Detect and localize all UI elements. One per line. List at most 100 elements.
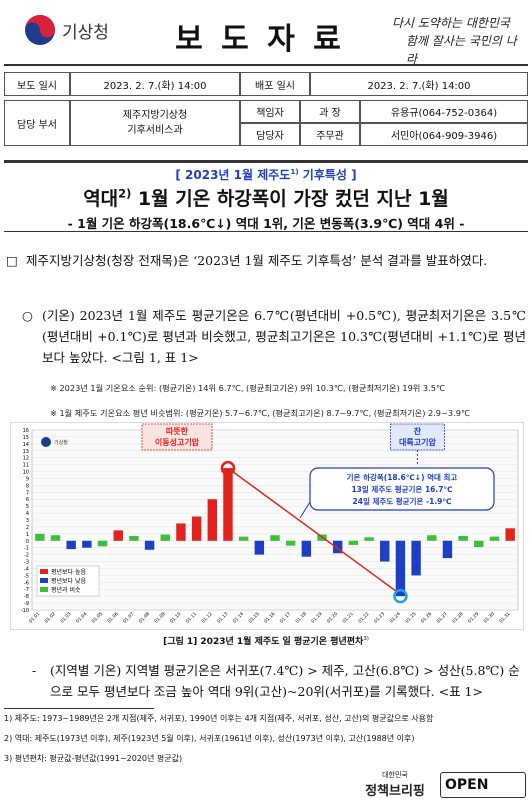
bar — [333, 540, 343, 554]
arrow — [231, 470, 398, 593]
slogan-line: 함께 잘사는 국민의 나라 — [406, 34, 517, 66]
y-tick-label: 4 — [26, 511, 29, 517]
callout-text: 기온 하강폭(18.6℃↓) 역대 최고 — [347, 472, 458, 482]
value-cell: 유용규(064-752-0364) — [360, 100, 528, 123]
bar — [66, 540, 76, 550]
footnote-ref: 2) — [118, 186, 132, 201]
bar — [395, 540, 406, 597]
bar — [50, 535, 61, 541]
callout-text: 24일 제주도 평균기온 -1.9℃ — [353, 496, 452, 506]
y-tick-label: 11 — [23, 463, 29, 469]
bar — [427, 535, 437, 541]
y-tick-label: 5 — [26, 504, 29, 510]
legend-label: 평년보다 높음 — [51, 568, 87, 576]
y-tick-label: 14 — [23, 442, 29, 448]
annotation-box — [141, 423, 213, 451]
agency-name: 기상청 — [62, 23, 109, 43]
bar — [364, 537, 374, 541]
paragraph: 제주지방기상청(청장 전재목)은 ‘2023년 1월 제주도 기후특성’ 분석 … — [26, 253, 488, 268]
paragraph: (기온) 2023년 1월 제주도 평균기온은 6.7℃(평년대비 +0.5℃)… — [42, 308, 526, 365]
bar — [207, 499, 217, 541]
headline-box: [ 2023년 1월 제주도1) 기후특성 ] 역대2) 1월 기온 하강폭이 … — [4, 160, 528, 232]
bar — [238, 536, 249, 541]
highlight-circle — [393, 588, 408, 604]
y-tick-label: -4 — [24, 566, 29, 572]
footnote-ref: 1) — [290, 167, 299, 176]
note: ※ 2023년 1월 기온요소 순위: (평균기온) 14위 6.7℃, (평균… — [50, 383, 446, 393]
bar — [285, 540, 296, 546]
bar — [458, 535, 468, 541]
bar — [301, 540, 312, 557]
bar — [223, 468, 233, 541]
legend-label: 평년과 비슷 — [51, 586, 81, 594]
headline-subtitle: - 1월 기온 하강폭(18.6℃↓) 역대 1위, 기온 변동폭(3.9℃) … — [67, 216, 465, 231]
bar — [254, 540, 265, 555]
dept-line: 기후서비스과 — [127, 125, 183, 136]
value-cell: 주무관 — [300, 123, 360, 146]
y-tick-label: 2 — [26, 525, 29, 531]
y-tick-label: -10 — [21, 608, 29, 614]
bar — [35, 533, 45, 541]
bar — [160, 534, 170, 541]
value-cell: 2023. 2. 7.(화) 14:00 — [70, 72, 240, 96]
footnote: 3) 평년편차: 평균값-평년값(1991~2020년 평균값) — [4, 754, 183, 763]
y-tick-label: 3 — [26, 518, 29, 524]
bar — [442, 540, 453, 559]
value-cell: 제주지방기상청 기후서비스과 — [70, 100, 240, 146]
bullet: ○ — [22, 308, 33, 323]
doc-title: 보 도 자 료 — [175, 22, 345, 57]
annotation-text: 따뜻한 — [166, 426, 189, 436]
value-cell: 서민아(064-909-3946) — [360, 123, 528, 146]
y-tick-label: 13 — [23, 449, 29, 455]
value-cell: 2023. 2. 7.(화) 14:00 — [310, 72, 528, 96]
headline-title: 역대2) 1월 기온 하강폭이 가장 컸던 지난 1월 — [4, 184, 528, 211]
callout-text: 13일 제주도 평균기온 16.7℃ — [351, 484, 452, 494]
label-cell: 책임자 — [240, 100, 300, 123]
chart: 161514131211109876543210-1-2-3-4-5-6-7-8… — [10, 422, 524, 630]
y-tick-label: 9 — [26, 476, 29, 482]
bar — [380, 540, 390, 562]
text: [그림 1] 2023년 1월 제주도 일 평균기온 평년편차 — [163, 637, 364, 647]
note: ※ 1월 제주도 기온요소 평년 비슷범위: (평균기온) 5.7~6.7℃, … — [50, 408, 471, 418]
highlight-circle — [220, 460, 236, 476]
brand-small: 대한민국 — [382, 771, 408, 779]
chart-logo-mark — [41, 437, 51, 447]
bar — [474, 540, 484, 547]
header-rule — [4, 64, 528, 66]
slogan: 다시 도약하는 대한민국 함께 잘사는 국민의 나라 — [392, 14, 527, 68]
y-tick-label: -3 — [24, 560, 29, 566]
bar — [82, 540, 92, 548]
text: [ 2023년 1월 제주도 — [175, 168, 291, 182]
brand-name: 정책브리핑 — [365, 784, 425, 799]
callout-box — [309, 467, 495, 511]
legend-swatch — [40, 578, 48, 583]
label-cell: 보도 일시 — [4, 72, 70, 96]
text: 1월 기온 하강폭이 가장 컸던 지난 1월 — [131, 188, 449, 210]
annotation-box — [390, 423, 445, 451]
bar — [270, 535, 280, 541]
y-tick-label: 15 — [23, 435, 29, 441]
annotation-text: 대륙고기압 — [399, 437, 436, 447]
bar — [489, 536, 500, 541]
legend-swatch — [40, 587, 48, 592]
chart-logo: 기상청 — [54, 439, 68, 446]
label-cell: 배포 일시 — [240, 72, 310, 96]
bar — [176, 523, 186, 541]
y-tick-label: -1 — [24, 546, 29, 552]
bar — [348, 540, 359, 545]
slogan-line: 다시 도약하는 대한민국 — [392, 16, 511, 30]
bar — [191, 516, 202, 541]
y-tick-label: -7 — [24, 587, 29, 593]
label-cell: 담당 부서 — [4, 100, 70, 146]
y-tick-label: 12 — [23, 456, 29, 462]
footnote: 2) 역대: 제주도(1973년 이후), 제주(1923년 5월 이후), 서… — [4, 734, 415, 743]
footnote-rule — [4, 708, 154, 709]
y-tick-label: -5 — [24, 573, 29, 579]
footnote: 1) 제주도: 1973~1989년은 2개 지점(제주, 서귀포), 1990… — [4, 714, 434, 723]
text: 역대 — [83, 188, 119, 210]
legend-label: 평년보다 낮음 — [51, 577, 87, 585]
footnote-ref: 3) — [363, 636, 369, 642]
